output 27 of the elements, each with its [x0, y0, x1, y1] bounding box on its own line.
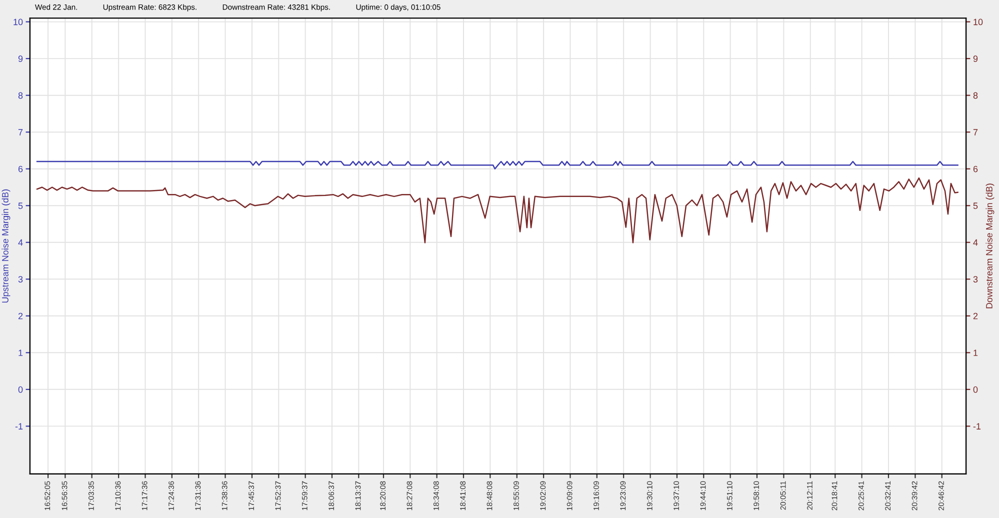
y-tick-label: 8: [18, 92, 23, 99]
y2-tick-label: 7: [973, 129, 978, 136]
y-tick-label: 0: [18, 386, 23, 393]
y2-tick-label: 0: [973, 386, 978, 393]
y-tick-label: 6: [18, 166, 23, 172]
y-tick-label: -1: [15, 423, 23, 430]
line-series: [36, 177, 958, 244]
y-tick-label: 3: [18, 276, 23, 282]
y-tick-label: 1: [18, 350, 23, 356]
y2-axis-title: Downstream Noise Margin (dB): [986, 184, 994, 308]
y-tick-label: 5: [18, 202, 23, 209]
y2-tick-label: 2: [973, 312, 978, 320]
y2-tick-label: 3: [973, 276, 978, 282]
y-tick-label: 10: [14, 18, 23, 26]
y2-tick-label: 4: [973, 239, 978, 246]
y2-tick-label: 8: [973, 92, 978, 99]
y-tick-label: 9: [18, 56, 23, 62]
y-tick-label: 4: [18, 239, 23, 246]
y-tick-label: 7: [18, 129, 23, 136]
y2-tick-label: 5: [973, 202, 978, 209]
y-axis-title: Upstream Noise Margin (dB): [2, 189, 10, 303]
y-tick-label: 2: [18, 312, 23, 320]
y2-tick-label: 9: [973, 56, 978, 62]
y2-tick-label: 6: [973, 166, 978, 172]
y2-tick-label: 10: [974, 18, 983, 26]
y2-tick-label: -1: [973, 423, 981, 430]
y2-tick-label: 1: [974, 350, 978, 356]
